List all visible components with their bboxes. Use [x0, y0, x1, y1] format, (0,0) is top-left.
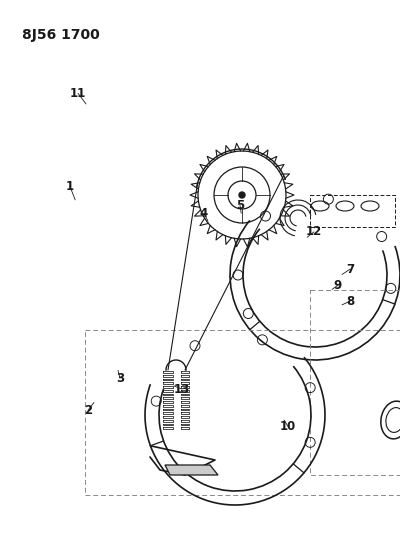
Text: 13: 13: [174, 383, 190, 395]
Text: 11: 11: [70, 87, 86, 100]
Text: 5: 5: [236, 199, 244, 212]
Bar: [85, 330, 400, 495]
Text: 8: 8: [346, 295, 354, 308]
Text: 12: 12: [306, 225, 322, 238]
Polygon shape: [165, 465, 218, 475]
Text: 4: 4: [200, 207, 208, 220]
Circle shape: [239, 192, 245, 198]
Bar: [310, 290, 400, 475]
Text: 9: 9: [334, 279, 342, 292]
Bar: [310, 195, 395, 227]
Text: 2: 2: [84, 404, 92, 417]
Text: 10: 10: [280, 420, 296, 433]
Text: 1: 1: [66, 180, 74, 193]
Text: 7: 7: [346, 263, 354, 276]
Text: 3: 3: [116, 372, 124, 385]
Text: 8J56 1700: 8J56 1700: [22, 28, 100, 42]
